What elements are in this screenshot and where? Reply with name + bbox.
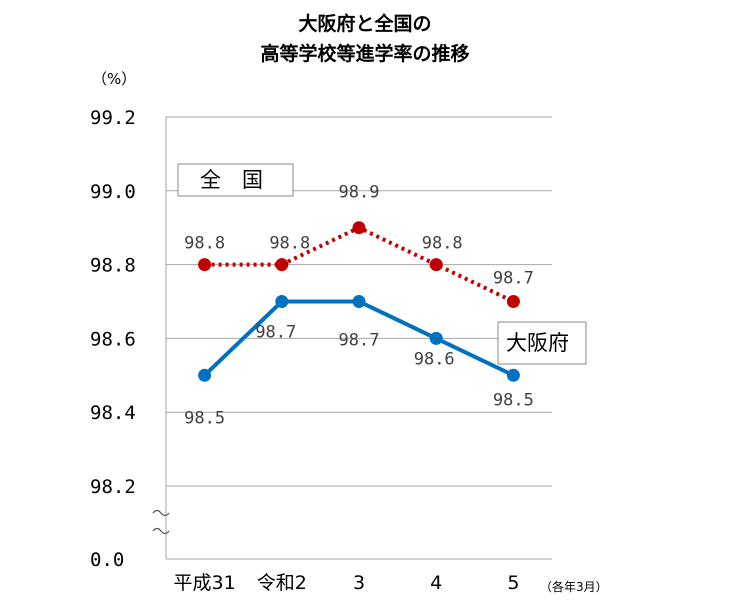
data-label: 98.8 [422,234,463,254]
data-point [429,258,443,272]
chart-title: 大阪府と全国の 高等学校等進学率の推移 [260,12,469,65]
x-tick-label: 5 [507,572,519,594]
data-labels: 98.8 98.8 98.9 98.8 98.7 98.5 98.7 98.7 98.6 98.5 [184,183,534,429]
data-point [352,221,366,235]
axes [152,117,170,559]
legend-national-label: 全 国 [200,168,263,192]
y-tick-label: 99.0 [90,181,136,203]
data-point [506,295,520,308]
axis-break-mark [152,509,170,535]
y-tick-label: 98.8 [90,255,136,277]
data-label: 98.5 [493,390,534,410]
data-label: 98.7 [255,323,296,343]
y-axis-unit: （%） [92,70,136,88]
data-point [506,368,520,382]
x-axis-note: （各年3月） [540,579,608,594]
y-tick-label: 0.0 [90,549,124,571]
data-label: 98.5 [184,408,225,428]
y-tick-label: 99.2 [90,107,136,129]
y-tick-label: 98.6 [90,328,136,350]
data-point [352,295,366,308]
data-point [275,295,289,308]
data-label: 98.9 [339,183,380,203]
chart-title-line-1: 大阪府と全国の [298,12,431,35]
axis-break-wave [152,509,170,517]
legend-osaka: 大阪府 [497,321,587,365]
legend-national-box [177,163,294,197]
axis-break-wave [152,527,170,535]
series-osaka [198,295,520,382]
x-tick-label: 平成31 [174,572,236,594]
x-tick-label: 令和2 [257,572,307,594]
legend-osaka-box [497,321,587,365]
data-point [198,258,212,272]
data-label: 98.6 [414,349,455,369]
chart-title-line-2: 高等学校等進学率の推移 [260,42,469,65]
data-point [275,258,289,272]
x-tick-label: 4 [430,572,442,594]
series-layer [198,221,520,382]
y-tick-label: 98.4 [90,402,136,424]
data-label: 98.8 [184,234,225,254]
legend-national: 全 国 [177,163,294,197]
data-label: 98.7 [339,331,380,351]
data-point [429,331,443,345]
data-label: 98.7 [493,269,534,289]
y-tick-labels: 99.2 99.0 98.8 98.6 98.4 98.2 0.0 [90,107,136,571]
data-label: 98.8 [269,234,310,254]
y-tick-label: 98.2 [90,476,136,498]
legend-osaka-label: 大阪府 [506,331,569,355]
x-tick-labels: 平成31 令和2 3 4 5 [174,572,520,594]
series-national [198,221,520,308]
x-tick-label: 3 [353,572,365,594]
data-point [198,368,212,382]
